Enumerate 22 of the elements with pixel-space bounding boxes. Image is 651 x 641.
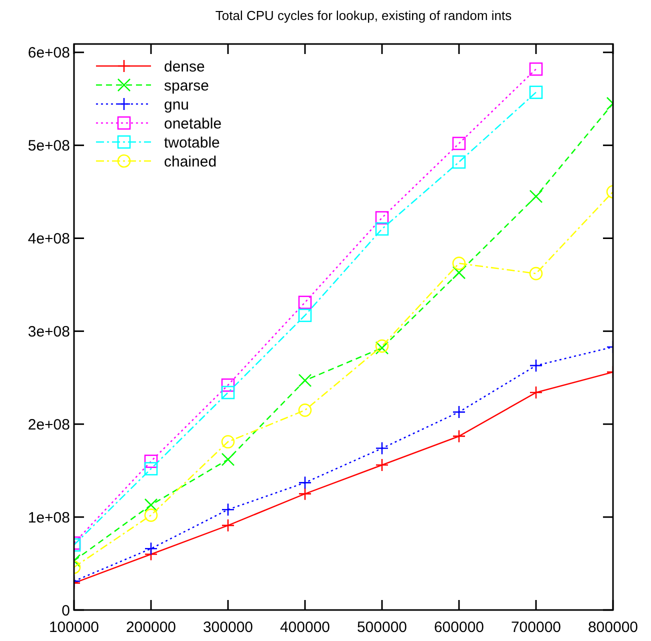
legend-label: gnu — [164, 96, 190, 114]
y-tick-label: 0 — [62, 602, 70, 620]
y-tick-label: 1e+08 — [28, 509, 70, 526]
y-tick-label: 2e+08 — [28, 416, 70, 434]
x-tick-label: 600000 — [434, 619, 484, 636]
x-tick-label: 500000 — [356, 619, 408, 636]
x-tick-label: 100000 — [48, 619, 100, 636]
chart-title: Total CPU cycles for lookup, existing of random ints — [215, 8, 512, 23]
y-tick-label: 4e+08 — [28, 230, 70, 248]
x-tick-label: 400000 — [280, 619, 330, 636]
x-tick-label: 700000 — [510, 619, 562, 636]
legend-label: chained — [164, 153, 217, 170]
x-tick-label: 300000 — [202, 619, 254, 636]
x-tick-label: 200000 — [126, 619, 176, 636]
x-tick-label: 800000 — [588, 619, 638, 636]
legend-label: onetable — [164, 115, 222, 132]
legend-label: twotable — [164, 134, 220, 152]
y-tick-label: 3e+08 — [28, 323, 70, 340]
legend-label: dense — [164, 58, 205, 76]
y-tick-label: 5e+08 — [28, 138, 70, 155]
legend-label: sparse — [164, 77, 210, 94]
y-tick-label: 6e+08 — [28, 44, 70, 62]
